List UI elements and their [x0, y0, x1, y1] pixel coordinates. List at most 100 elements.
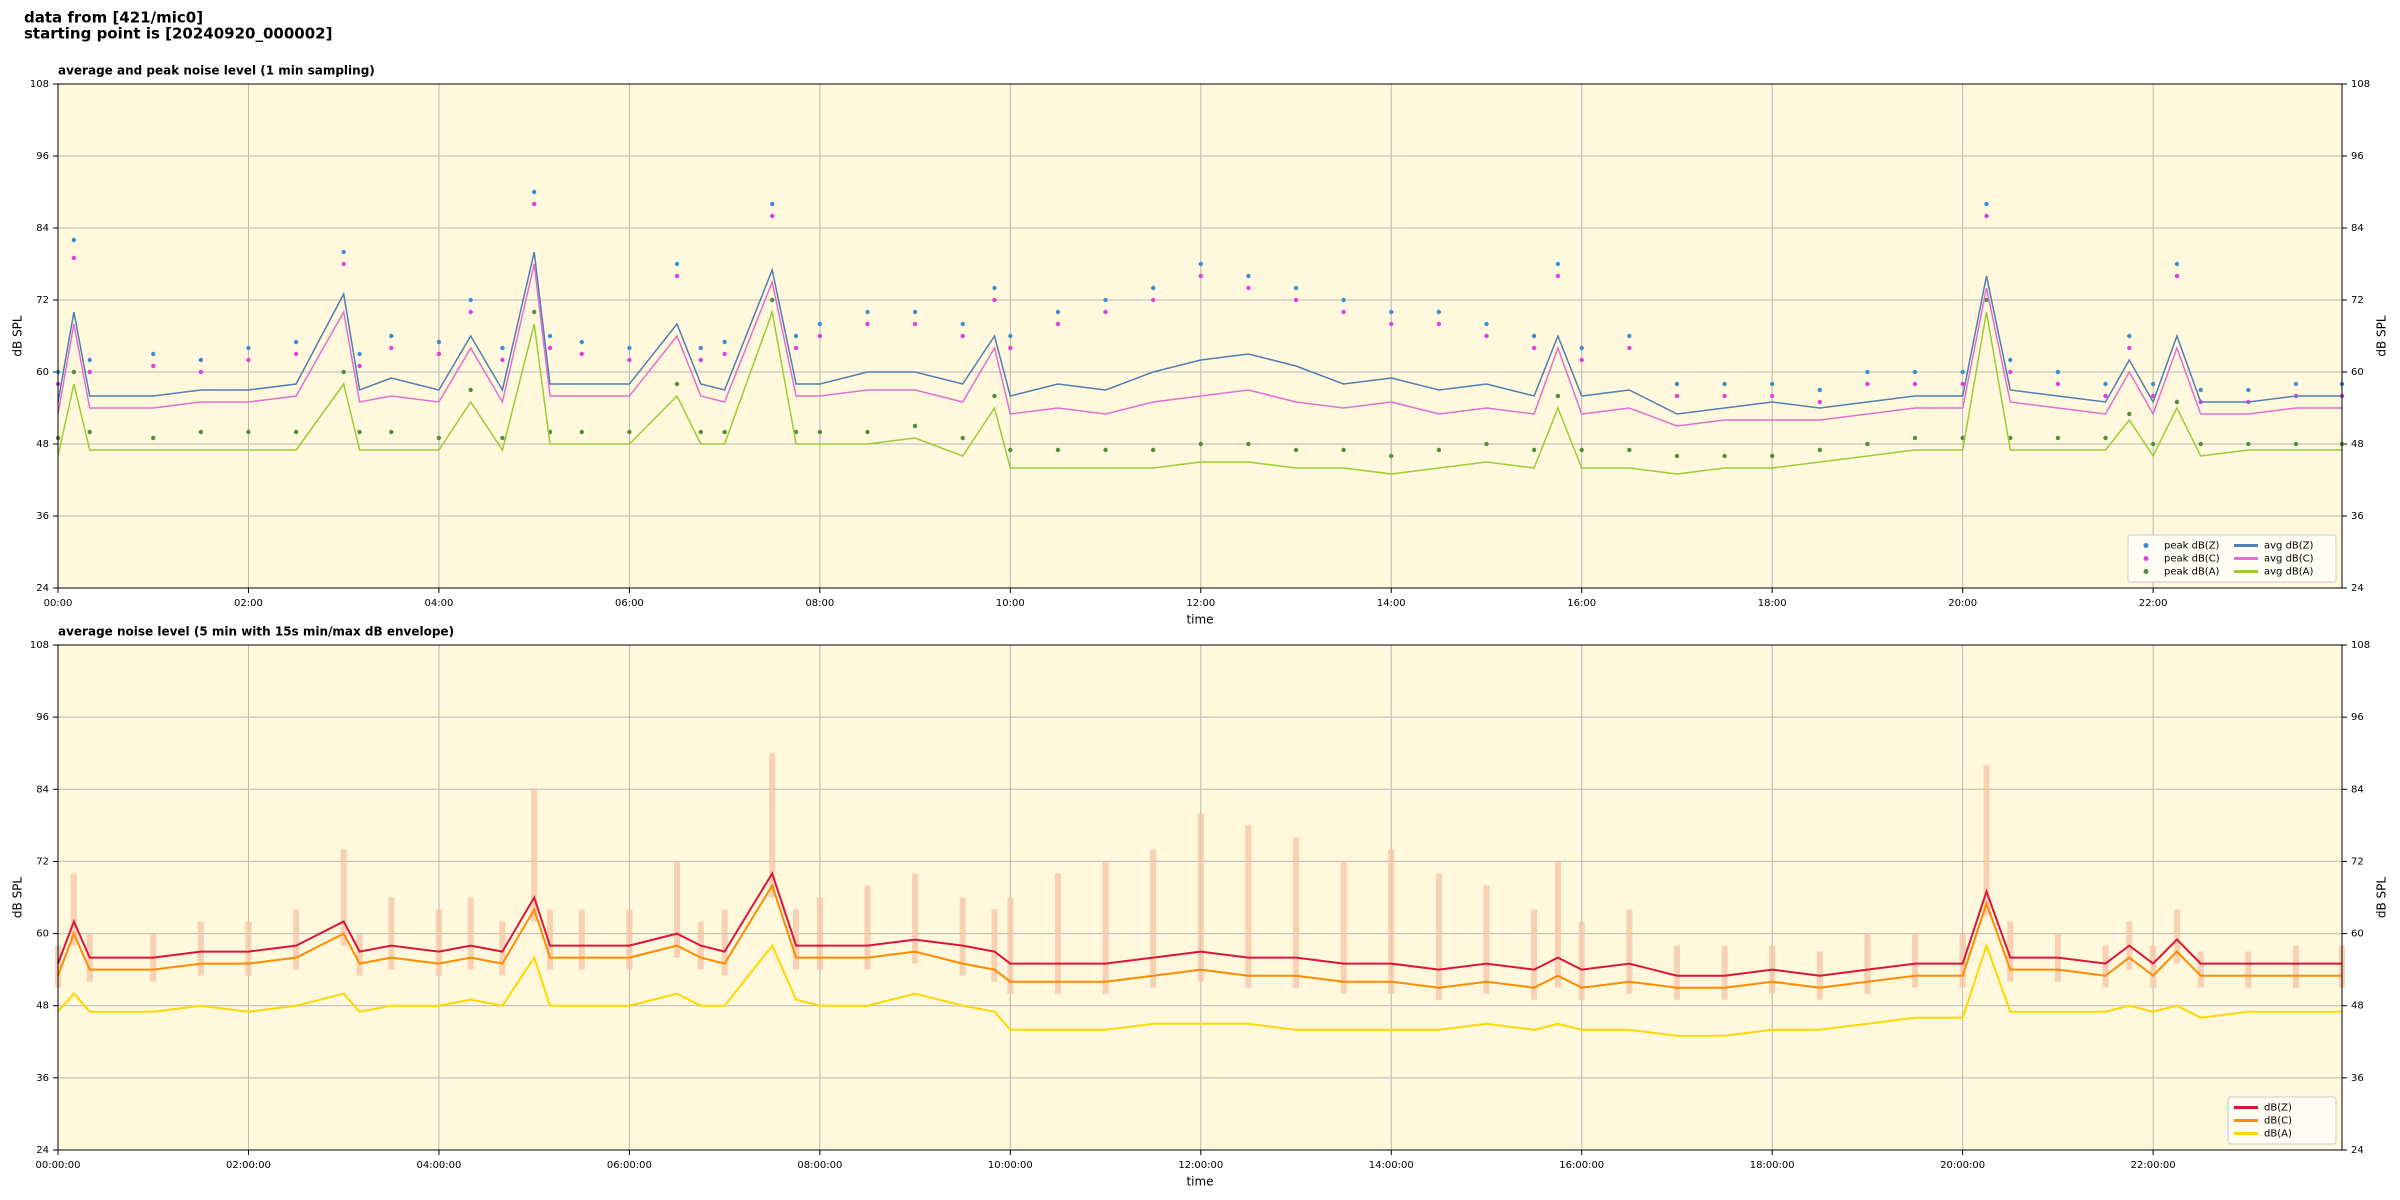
- peak-point: [627, 357, 632, 363]
- peak-point: [198, 429, 204, 435]
- peak-point: [793, 429, 799, 435]
- peak-point: [389, 333, 394, 339]
- peak-point: [2008, 357, 2013, 363]
- y-tick-label: 72: [36, 856, 49, 867]
- x-tick-label: 16:00: [1567, 598, 1596, 609]
- x-tick-label: 02:00:00: [226, 1160, 271, 1171]
- peak-point: [341, 249, 346, 255]
- peak-point: [389, 429, 394, 435]
- peak-point: [1293, 447, 1299, 453]
- peak-point: [1769, 393, 1775, 399]
- y-tick-label-right: 84: [2351, 784, 2364, 795]
- peak-point: [531, 189, 537, 195]
- peak-point: [1912, 369, 1918, 375]
- header-line: data from [421/mic0]: [24, 9, 203, 27]
- peak-point: [1246, 273, 1251, 279]
- peak-point: [579, 429, 584, 435]
- y-tick-label-right: 96: [2351, 712, 2364, 723]
- peak-point: [1008, 447, 1013, 453]
- y-tick-label: 48: [36, 1001, 49, 1012]
- x-tick-label: 00:00: [44, 598, 73, 609]
- peak-point: [722, 429, 727, 435]
- y-tick-label: 24: [36, 1145, 49, 1156]
- peak-point: [2293, 381, 2299, 387]
- peak-point: [1103, 297, 1108, 303]
- peak-point: [1674, 393, 1680, 399]
- peak-point: [1960, 369, 1965, 375]
- peak-point: [2103, 393, 2108, 399]
- peak-point: [1769, 381, 1775, 387]
- peak-point: [1008, 345, 1013, 351]
- peak-point: [1531, 447, 1537, 453]
- peak-point: [2103, 381, 2108, 387]
- peak-point: [246, 345, 251, 351]
- y-tick-label: 24: [36, 583, 49, 594]
- peak-point: [293, 351, 299, 357]
- series-line: [57, 263, 2342, 427]
- peak-point: [1531, 345, 1537, 351]
- peak-point: [2174, 261, 2180, 267]
- x-tick-label: 04:00:00: [416, 1160, 461, 1171]
- peak-point: [1960, 435, 1965, 441]
- peak-point: [1722, 381, 1727, 387]
- peak-point: [1555, 393, 1561, 399]
- peak-point: [1198, 261, 1203, 267]
- x-tick-label: 02:00: [234, 598, 263, 609]
- peak-point: [389, 345, 394, 351]
- peak-point: [1555, 273, 1561, 279]
- peak-point: [2246, 441, 2251, 447]
- peak-point: [1674, 453, 1680, 459]
- peak-point: [1722, 453, 1727, 459]
- peak-point: [1150, 297, 1156, 303]
- peak-point: [992, 285, 997, 291]
- y-tick-label: 96: [36, 712, 49, 723]
- x-axis-label: time: [1186, 1175, 1213, 1189]
- peak-point: [357, 351, 362, 357]
- peak-point: [865, 321, 870, 327]
- peak-point: [1389, 453, 1394, 459]
- peak-point: [1436, 447, 1442, 453]
- y-tick-label: 48: [36, 439, 49, 450]
- peak-point: [87, 369, 92, 375]
- peak-point: [198, 369, 204, 375]
- peak-point: [198, 357, 204, 363]
- header-line: starting point is [20240920_000002]: [24, 25, 332, 43]
- peak-point: [547, 345, 553, 351]
- peak-point: [1341, 447, 1346, 453]
- peak-point: [960, 321, 965, 327]
- peak-point: [2127, 345, 2132, 351]
- peak-point: [770, 213, 775, 219]
- peak-point: [246, 357, 251, 363]
- peak-point: [1960, 381, 1965, 387]
- x-tick-label: 12:00:00: [1178, 1160, 1223, 1171]
- peak-point: [1008, 333, 1013, 339]
- peak-point: [1579, 345, 1584, 351]
- y-tick-label-right: 60: [2351, 367, 2364, 378]
- peak-point: [1150, 447, 1156, 453]
- y-tick-label-right: 36: [2351, 511, 2364, 522]
- series-line: [57, 883, 2342, 989]
- peak-point: [865, 309, 870, 315]
- peak-point: [1246, 285, 1251, 291]
- x-tick-label: 10:00:00: [988, 1160, 1033, 1171]
- peak-point: [468, 309, 473, 315]
- peak-point: [436, 339, 442, 345]
- peak-point: [1484, 321, 1489, 327]
- peak-point: [2246, 387, 2251, 393]
- peak-point: [1627, 447, 1632, 453]
- y-axis-label-right: dB SPL: [2375, 315, 2389, 357]
- peak-point: [341, 369, 346, 375]
- peak-point: [1103, 309, 1108, 315]
- peak-point: [293, 339, 299, 345]
- y-axis-label: dB SPL: [11, 315, 25, 357]
- peak-point: [151, 435, 156, 441]
- peak-point: [1436, 309, 1442, 315]
- y-tick-label-right: 36: [2351, 1073, 2364, 1084]
- peak-point: [1865, 381, 1870, 387]
- x-tick-label: 12:00: [1186, 598, 1215, 609]
- legend: [2127, 534, 2337, 583]
- y-tick-label: 72: [36, 295, 49, 306]
- legend-label: avg dB(A): [2264, 567, 2314, 578]
- peak-point: [2174, 399, 2180, 405]
- peak-point: [71, 369, 77, 375]
